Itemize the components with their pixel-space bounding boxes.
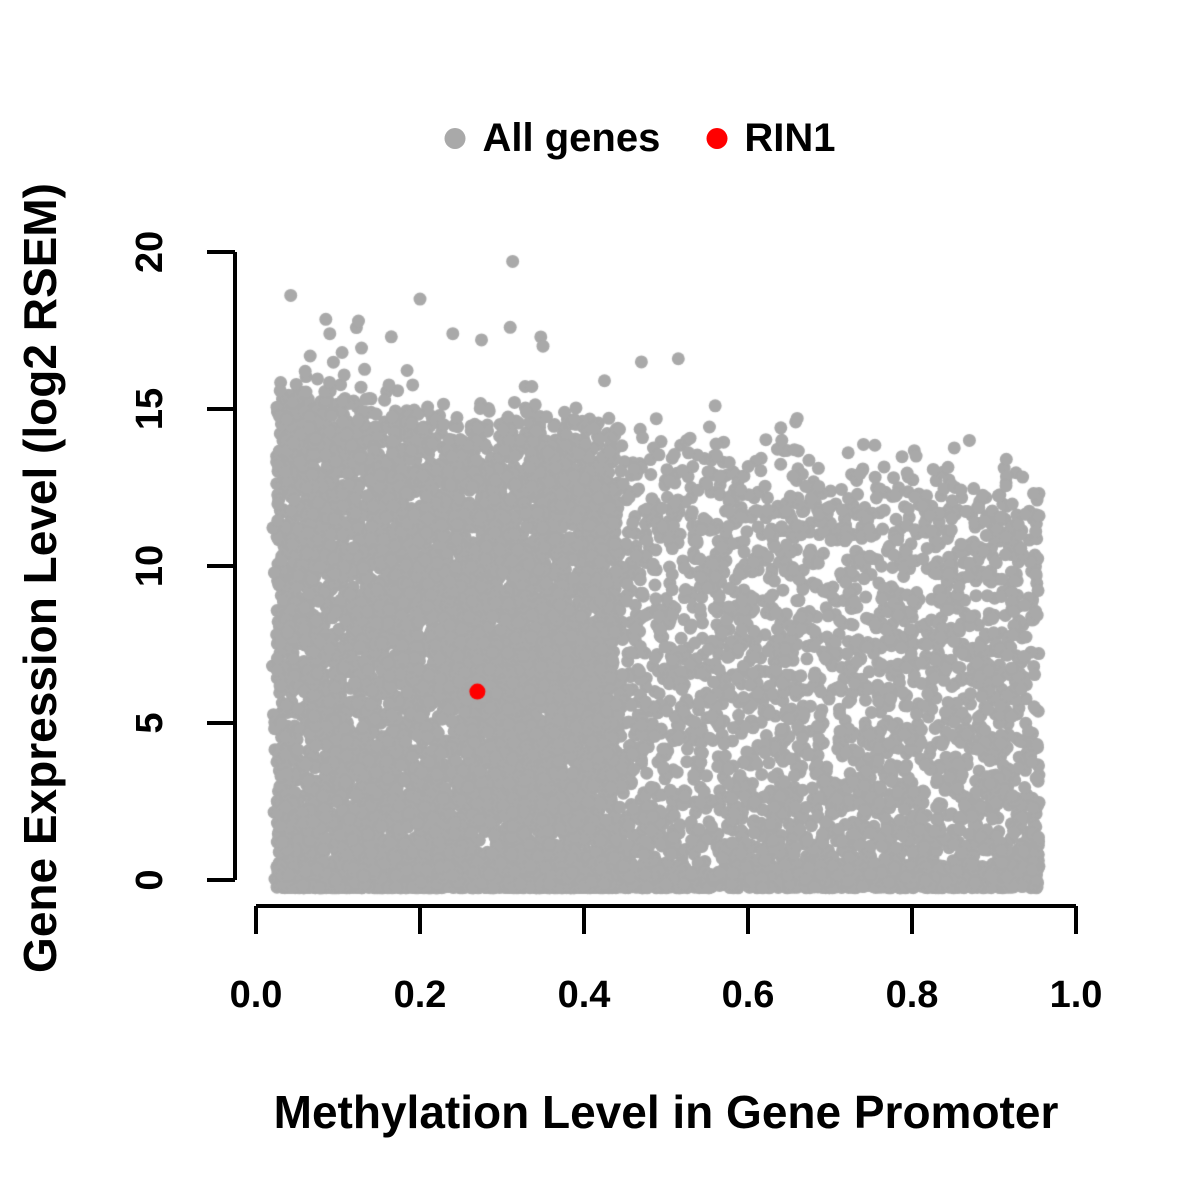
y-tick-label: 10 xyxy=(129,544,171,588)
y-tick-label: 0 xyxy=(129,869,171,891)
legend-label-all-genes: All genes xyxy=(482,116,661,160)
x-tick-label: 0.0 xyxy=(229,974,283,1016)
x-tick-label: 0.8 xyxy=(885,974,939,1016)
y-tick-label: 15 xyxy=(129,387,171,431)
all-genes-marker-icon xyxy=(444,127,466,149)
x-axis-title: Methylation Level in Gene Promoter xyxy=(273,1086,1059,1138)
y-tick-label: 20 xyxy=(129,230,171,274)
y-tick-label: 5 xyxy=(129,712,171,734)
x-tick-label: 0.2 xyxy=(393,974,447,1016)
legend-item-all-genes: All genes xyxy=(444,116,661,160)
legend-item-rin1: RIN1 xyxy=(706,118,835,158)
x-tick-label: 0.6 xyxy=(721,974,775,1016)
x-tick-label: 1.0 xyxy=(1049,974,1103,1016)
legend: All genes RIN1 xyxy=(444,116,835,160)
y-axis-title: Gene Expression Level (log2 RSEM) xyxy=(14,183,66,973)
rin1-marker-icon xyxy=(706,127,728,149)
x-tick-label: 0.4 xyxy=(557,974,611,1016)
legend-label-rin1: RIN1 xyxy=(744,116,836,160)
